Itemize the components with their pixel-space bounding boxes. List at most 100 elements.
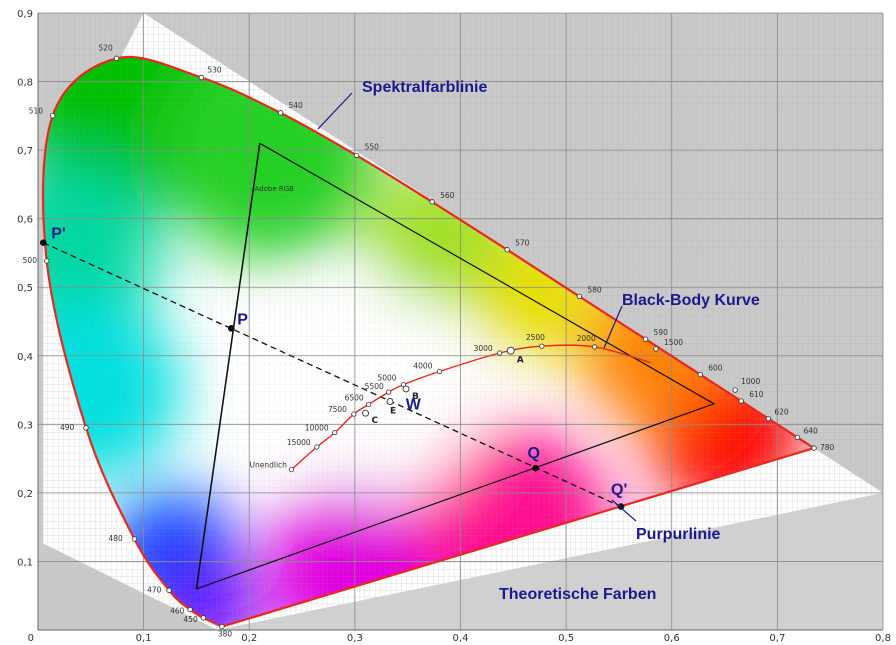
point-label: P — [237, 311, 248, 328]
illuminant-mark — [386, 398, 394, 405]
y-tick-label: 0,4 — [17, 352, 33, 363]
wavelength-mark — [277, 110, 284, 116]
y-tick-label: 0,6 — [17, 215, 33, 226]
wavelength-label: 470 — [147, 585, 162, 594]
p-connector-line — [195, 143, 261, 589]
wavelength-label: 450 — [183, 615, 198, 624]
locus-extra-mark — [653, 346, 659, 352]
wavelength-mark — [187, 606, 193, 613]
wavelength-label: 510 — [29, 107, 44, 116]
x-tick-label: 0,2 — [241, 633, 257, 644]
wavelength-label: 460 — [170, 607, 185, 616]
wavelength-mark — [697, 371, 703, 378]
x-tick-label: 0,1 — [136, 633, 152, 644]
wavelength-mark — [765, 415, 772, 422]
black-body-label: 4000 — [413, 362, 432, 371]
spectral-locus-line — [41, 55, 817, 628]
black-body-mark — [366, 401, 372, 408]
point-mark — [39, 239, 47, 246]
locus-extra-label: 1000 — [741, 377, 760, 386]
wavelength-mark — [49, 112, 56, 119]
wavelength-mark — [131, 536, 138, 542]
wavelength-label: 490 — [60, 423, 75, 432]
black-body-kurve-label: Black-Body Kurve — [622, 292, 760, 309]
black-body-label: 15000 — [287, 438, 311, 447]
wavelength-mark — [504, 247, 510, 253]
wavelength-label: 580 — [587, 285, 602, 294]
wavelength-label: 610 — [749, 390, 764, 399]
wavelength-label: 480 — [108, 534, 123, 543]
wavelength-label: 560 — [440, 191, 455, 200]
theoretical-left-strip — [38, 13, 44, 630]
illuminant-label: E — [390, 407, 396, 417]
black-body-label: 7500 — [328, 405, 347, 414]
wavelength-mark — [113, 55, 120, 62]
blackbody-leader — [603, 305, 623, 349]
wavelength-label: 640 — [803, 426, 818, 435]
wavelength-mark — [353, 152, 360, 159]
point-label: Q — [527, 445, 539, 462]
illuminant-label: B — [412, 392, 419, 402]
wavelength-label: 380 — [218, 630, 233, 639]
wavelength-label: 530 — [207, 66, 222, 75]
black-body-mark — [539, 343, 545, 349]
x-tick-label: 0,5 — [558, 633, 574, 644]
locus-extra-label: 1500 — [664, 338, 683, 347]
wavelength-mark — [429, 199, 435, 205]
point-mark — [227, 325, 235, 332]
illuminant-mark — [506, 346, 515, 355]
black-body-mark — [288, 466, 295, 473]
black-body-label: 3000 — [474, 344, 493, 353]
y-tick-label: 0,1 — [17, 557, 33, 568]
purpurlinie-label: Purpurlinie — [636, 526, 721, 543]
black-body-mark — [332, 429, 338, 436]
black-body-label: 5500 — [365, 382, 384, 391]
y-tick-label: 0,3 — [17, 420, 33, 431]
y-tick-label: 0,8 — [17, 78, 33, 89]
point-label: P' — [51, 226, 65, 243]
wavelength-label: 620 — [774, 408, 789, 417]
spektralfarblinie-label: Spektralfarblinie — [362, 79, 487, 96]
wavelength-mark — [576, 293, 583, 300]
wavelength-mark — [811, 445, 817, 451]
purpur-leader — [611, 499, 637, 522]
wavelength-label: 600 — [708, 364, 723, 373]
point-marks: P' P W Q Q' — [39, 226, 627, 510]
wavelength-mark — [738, 398, 744, 404]
origin-tick: 0 — [28, 633, 34, 644]
x-tick-label: 0,4 — [453, 633, 469, 644]
x-axis-ticks: 0,1 0,2 0,3 0,4 0,5 0,6 0,7 0,8 — [136, 633, 891, 644]
x-tick-label: 0,8 — [875, 633, 891, 644]
theoretical-region-bottom — [38, 540, 218, 630]
wavelength-mark — [83, 425, 89, 431]
dashed-line — [43, 242, 622, 508]
wavelength-label: 520 — [98, 43, 113, 52]
point-mark — [532, 464, 539, 472]
black-body-mark — [496, 350, 503, 356]
y-axis-ticks: 0,1 0,2 0,3 0,4 0,5 0,6 0,7 0,8 0,9 — [17, 9, 33, 568]
wavelength-mark — [200, 615, 207, 621]
adobe-rgb-label: Adobe RGB — [255, 185, 295, 193]
wavelength-mark — [166, 587, 172, 594]
theoretische-farben-label: Theoretische Farben — [499, 586, 656, 603]
y-tick-label: 0,2 — [17, 489, 33, 500]
black-body-label: 5000 — [377, 374, 396, 383]
x-tick-label: 0,3 — [347, 633, 363, 644]
illuminant-label: C — [372, 416, 379, 426]
wavelength-label: 540 — [289, 101, 304, 110]
x-tick-label: 0,6 — [664, 633, 680, 644]
black-body-mark — [351, 411, 357, 417]
wavelength-mark — [219, 623, 225, 630]
black-body-mark — [314, 444, 320, 450]
wavelength-mark — [198, 74, 205, 81]
illuminant-mark — [402, 385, 410, 393]
wavelength-label: 500 — [23, 256, 38, 265]
wavelength-label: 590 — [654, 328, 669, 337]
illuminant-marks: A B C E — [362, 346, 524, 426]
y-tick-label: 0,9 — [17, 9, 33, 20]
locus-extra-mark — [732, 387, 738, 393]
illuminant-label: A — [517, 356, 524, 366]
black-body-label: 6500 — [345, 393, 364, 402]
y-tick-label: 0,7 — [17, 146, 33, 157]
